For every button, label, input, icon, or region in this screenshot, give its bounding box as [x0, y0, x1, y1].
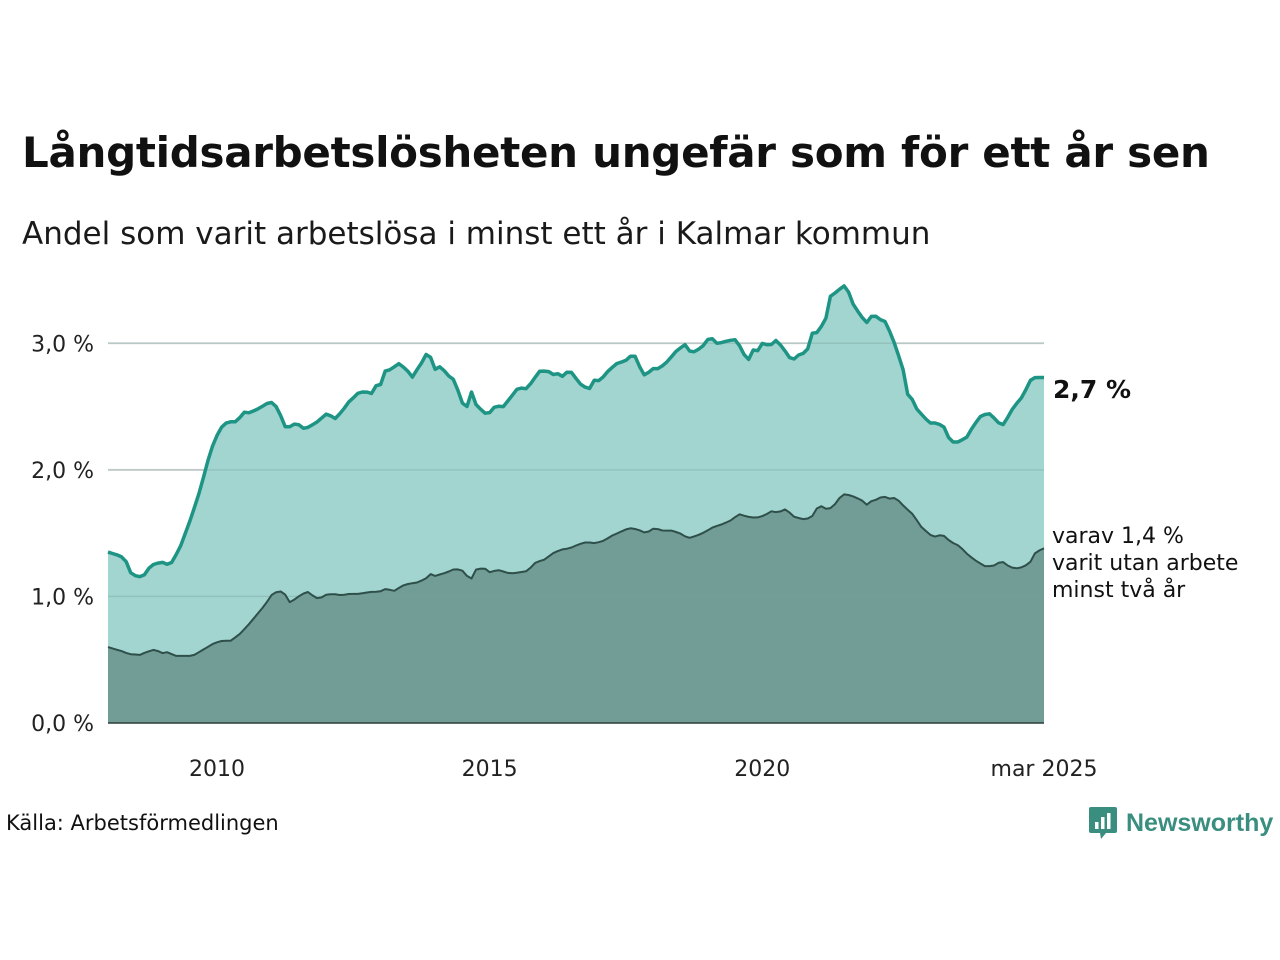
- x-tick-label-3: mar 2025: [991, 757, 1098, 782]
- brand-logo: Newsworthy: [1088, 805, 1273, 841]
- annotation-line-3: minst två år: [1052, 577, 1186, 603]
- newsworthy-logo-icon: [1089, 807, 1117, 839]
- y-tick-label-3: 3,0 %: [31, 332, 94, 357]
- chart-subtitle: Andel som varit arbetslösa i minst ett å…: [22, 216, 931, 252]
- y-axis-ticks: 0,0 % 1,0 % 2,0 % 3,0 %: [31, 332, 94, 737]
- y-tick-label-1: 1,0 %: [31, 585, 94, 610]
- end-value-label: 2,7 %: [1053, 375, 1131, 404]
- x-tick-label-2: 2020: [734, 757, 790, 782]
- y-tick-label-2: 2,0 %: [31, 459, 94, 484]
- source-note: Källa: Arbetsförmedlingen: [6, 811, 279, 835]
- chart-title: Långtidsarbetslösheten ungefär som för e…: [22, 128, 1210, 177]
- gridlines-overlay: [108, 342, 1044, 598]
- annotation-line-2: varit utan arbete: [1052, 551, 1238, 576]
- x-axis-ticks: 2010 2015 2020 mar 2025: [189, 757, 1097, 782]
- y-tick-label-0: 0,0 %: [31, 712, 94, 737]
- x-tick-label-0: 2010: [189, 757, 245, 782]
- x-tick-label-1: 2015: [462, 757, 518, 782]
- annotation-line-1: varav 1,4 %: [1052, 524, 1184, 549]
- line-total: [107, 284, 1044, 579]
- area-two-year: [108, 494, 1044, 723]
- brand-name: Newsworthy: [1126, 808, 1274, 837]
- line-two-year: [107, 493, 1045, 657]
